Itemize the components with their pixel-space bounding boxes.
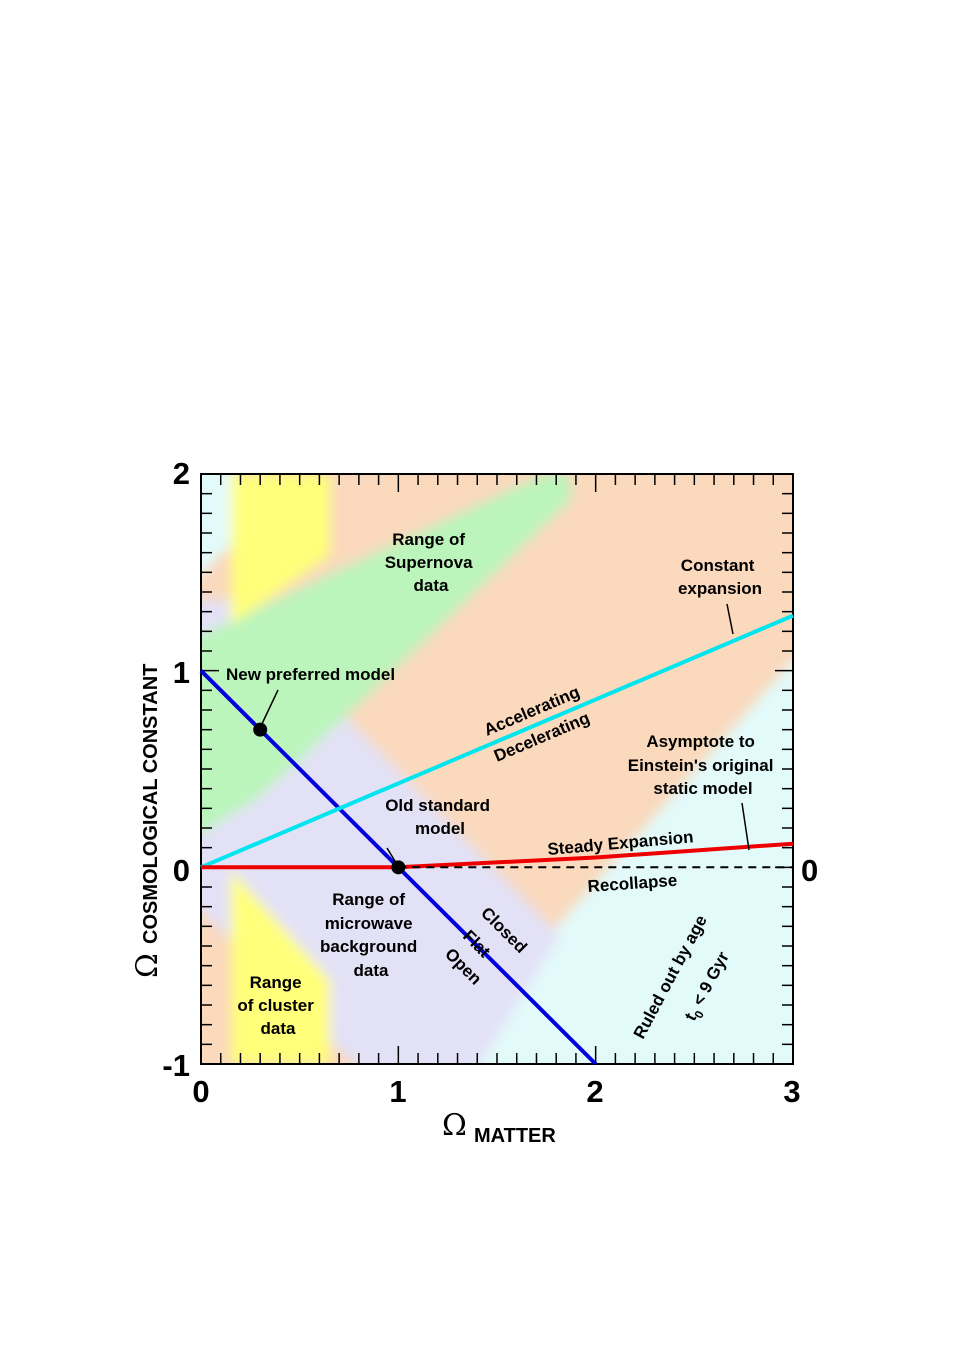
supernova-label: Range of Supernova data — [385, 530, 478, 595]
y-axis-label: COSMOLOGICAL CONSTANT — [140, 664, 162, 944]
y-axis-title: Ω COSMOLOGICAL CONSTANT — [130, 664, 165, 978]
cluster-region-top — [231, 474, 330, 625]
new-preferred-leader — [259, 689, 279, 729]
constant-expansion-label: Constant expansion — [678, 556, 762, 598]
new-preferred-label: New preferred model — [226, 665, 395, 684]
y-tick-1: 1 — [173, 655, 190, 690]
y-tick-2: 2 — [173, 456, 190, 491]
y-tick-minus1: -1 — [162, 1048, 190, 1083]
series-line-constant-expansion — [200, 613, 794, 870]
old-standard-leader — [386, 847, 399, 867]
regions — [201, 474, 793, 1064]
asymptote-leader — [741, 802, 750, 851]
x-tick-3: 3 — [783, 1074, 800, 1109]
x-axis-title: Ω MATTER — [442, 1108, 556, 1147]
series-line-steady-expansion — [201, 841, 794, 870]
x-axis-label: MATTER — [474, 1125, 556, 1147]
x-tick-2: 2 — [586, 1074, 603, 1109]
supernova-region — [201, 474, 570, 834]
point-old-standard-model — [391, 860, 406, 875]
age-ruled-out-region-top — [201, 474, 231, 575]
right-tick-0: 0 — [801, 853, 818, 888]
model-points — [253, 722, 406, 875]
x-tick-1: 1 — [389, 1074, 406, 1109]
point-new-preferred-model — [253, 722, 268, 737]
y-axis-omega: Ω — [130, 953, 165, 978]
cluster-label: Range of cluster data — [237, 973, 318, 1038]
asymptote-label: Asymptote to Einstein's original static … — [628, 732, 778, 798]
old-standard-label: Old standard model — [385, 796, 495, 838]
constant-expansion-leader — [726, 603, 734, 635]
y-tick-0: 0 — [173, 853, 190, 888]
axis-ticks — [200, 473, 794, 1065]
cluster-region-bottom — [231, 870, 330, 1064]
microwave-label: Range of microwave background data — [320, 890, 422, 980]
x-tick-0: 0 — [192, 1074, 209, 1109]
x-axis-omega: Ω — [442, 1108, 467, 1143]
